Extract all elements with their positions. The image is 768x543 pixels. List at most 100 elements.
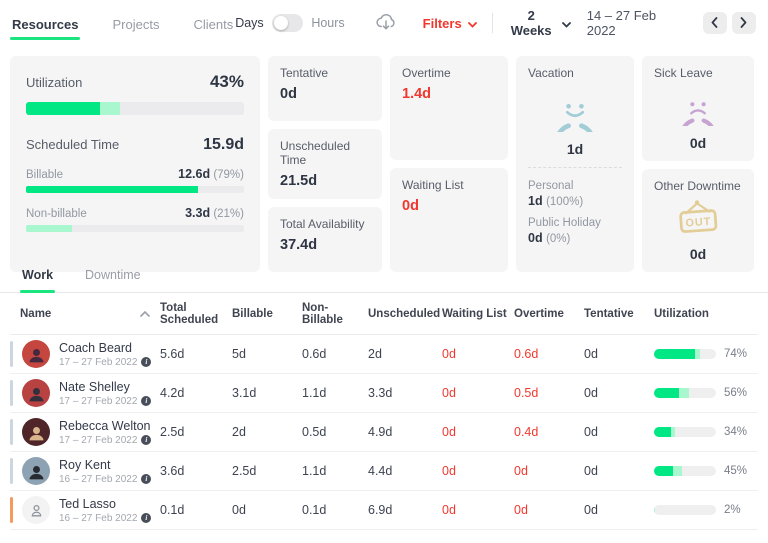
row-accent-bar bbox=[10, 458, 13, 484]
download-cloud-icon bbox=[373, 10, 399, 37]
column-billable[interactable]: Billable bbox=[232, 307, 273, 320]
info-icon[interactable] bbox=[141, 435, 152, 445]
tentative-value: 0d bbox=[584, 503, 598, 517]
waiting-list-value: 0d bbox=[442, 503, 456, 517]
table-row[interactable]: Roy Kent 16 – 27 Feb 2022 3.6d 2.5d 1.1d… bbox=[10, 452, 758, 491]
unscheduled-value: 4.4d bbox=[368, 464, 393, 478]
row-accent-bar bbox=[10, 419, 13, 445]
table-row[interactable]: Nate Shelley 17 – 27 Feb 2022 4.2d 3.1d … bbox=[10, 374, 758, 413]
tentative-value: 0d bbox=[280, 86, 297, 102]
tab-resources[interactable]: Resources bbox=[10, 2, 81, 44]
total-scheduled-value: 5.6d bbox=[160, 347, 185, 361]
main-nav-tabs: Resources Projects Clients bbox=[10, 2, 235, 44]
waiting-list-value: 0d bbox=[442, 347, 456, 361]
info-icon[interactable] bbox=[141, 357, 152, 367]
utilization-value: 74% bbox=[724, 348, 748, 360]
person-dates: 17 – 27 Feb 2022 bbox=[59, 395, 138, 407]
info-icon[interactable] bbox=[141, 396, 152, 406]
non-billable-pct: (21%) bbox=[213, 208, 244, 220]
sick-leave-value: 0d bbox=[689, 135, 707, 151]
overtime-value: 0d bbox=[514, 503, 528, 517]
tab-clients[interactable]: Clients bbox=[191, 2, 235, 44]
utilization-value: 56% bbox=[724, 387, 748, 399]
billable-pct: (79%) bbox=[213, 169, 244, 181]
utilization-bar bbox=[654, 388, 716, 398]
period-select[interactable]: 2 Weeks bbox=[508, 8, 571, 38]
utilization-value: 2% bbox=[724, 504, 741, 516]
sort-asc-icon[interactable] bbox=[140, 308, 150, 320]
unscheduled-time-label: Unscheduled Time bbox=[280, 139, 351, 167]
info-icon[interactable] bbox=[141, 513, 152, 523]
unscheduled-value: 6.9d bbox=[368, 503, 393, 517]
person-placeholder-icon bbox=[22, 496, 50, 524]
non-billable-value: 3.3d bbox=[185, 206, 211, 220]
non-billable-value: 1.1d bbox=[302, 464, 327, 478]
non-billable-bar bbox=[26, 225, 244, 232]
utilization-value: 45% bbox=[724, 465, 748, 477]
total-scheduled-value: 3.6d bbox=[160, 464, 185, 478]
alerts-column: Overtime 1.4d Waiting List 0d bbox=[390, 56, 508, 272]
tentative-value: 0d bbox=[584, 425, 598, 439]
total-scheduled-value: 4.2d bbox=[160, 386, 185, 400]
column-overtime[interactable]: Overtime bbox=[514, 307, 564, 320]
total-scheduled-value: 0.1d bbox=[160, 503, 185, 517]
column-total-scheduled[interactable]: Total Scheduled bbox=[160, 301, 219, 326]
billable-bar bbox=[26, 186, 244, 193]
tab-downtime[interactable]: Downtime bbox=[83, 260, 143, 292]
tab-projects[interactable]: Projects bbox=[110, 2, 161, 44]
row-accent-bar bbox=[10, 341, 13, 367]
table-row[interactable]: Ted Lasso 16 – 27 Feb 2022 0.1d 0d 0.1d … bbox=[10, 491, 758, 530]
waiting-list-label: Waiting List bbox=[402, 178, 464, 192]
hours-label: Hours bbox=[311, 16, 345, 30]
tentative-label: Tentative bbox=[280, 66, 329, 80]
column-utilization[interactable]: Utilization bbox=[654, 307, 709, 320]
overtime-value: 0.4d bbox=[514, 425, 539, 439]
unscheduled-value: 3.3d bbox=[368, 386, 393, 400]
overtime-value: 1.4d bbox=[402, 86, 432, 102]
utilization-label: Utilization bbox=[26, 75, 83, 90]
billable-label: Billable bbox=[26, 169, 64, 181]
total-availability-value: 37.4d bbox=[280, 237, 318, 253]
other-downtime-label: Other Downtime bbox=[654, 179, 741, 193]
table-header: Name Total Scheduled Billable Non-Billab… bbox=[10, 293, 758, 335]
toolbar: Days Hours Filters 2 Weeks bbox=[235, 8, 757, 38]
tab-work[interactable]: Work bbox=[20, 260, 56, 293]
waiting-list-card: Waiting List 0d bbox=[390, 168, 508, 272]
table-row[interactable]: Coach Beard 17 – 27 Feb 2022 5.6d 5d 0.6… bbox=[10, 335, 758, 374]
non-billable-value: 0.6d bbox=[302, 347, 327, 361]
billable-value: 2d bbox=[232, 425, 246, 439]
column-waiting-list[interactable]: Waiting List bbox=[442, 307, 507, 320]
total-scheduled-value: 2.5d bbox=[160, 425, 185, 439]
work-section: Work Downtime Name Total Scheduled Billa… bbox=[0, 260, 768, 530]
utilization-bar bbox=[654, 427, 716, 437]
out-sign-icon: OUT bbox=[672, 197, 724, 242]
availability-column: Tentative 0d Unscheduled Time 21.5d Tota… bbox=[268, 56, 382, 272]
avatar bbox=[22, 340, 50, 368]
days-hours-toggle[interactable] bbox=[271, 14, 304, 32]
column-non-billable[interactable]: Non-Billable bbox=[302, 301, 343, 326]
filters-label: Filters bbox=[422, 15, 462, 31]
waiting-list-value: 0d bbox=[442, 386, 456, 400]
utilization-value: 43% bbox=[209, 72, 244, 91]
column-name[interactable]: Name bbox=[10, 308, 160, 320]
person-name: Rebecca Welton bbox=[59, 418, 151, 433]
non-billable-label: Non-billable bbox=[26, 208, 87, 220]
filters-button[interactable]: Filters bbox=[423, 16, 477, 31]
table-row[interactable]: Rebecca Welton 17 – 27 Feb 2022 2.5d 2d … bbox=[10, 413, 758, 452]
export-button[interactable] bbox=[373, 10, 399, 37]
column-tentative[interactable]: Tentative bbox=[584, 307, 634, 320]
info-icon[interactable] bbox=[141, 474, 152, 484]
scheduled-time-label: Scheduled Time bbox=[26, 137, 120, 152]
column-unscheduled[interactable]: Unscheduled bbox=[368, 307, 441, 320]
prev-button[interactable] bbox=[702, 12, 727, 34]
person-name: Roy Kent bbox=[59, 457, 111, 472]
overtime-value: 0d bbox=[514, 464, 528, 478]
next-button[interactable] bbox=[731, 12, 757, 34]
utilization-bar bbox=[26, 102, 244, 115]
frown-icon bbox=[677, 84, 719, 155]
chevron-right-icon bbox=[740, 16, 747, 31]
overtime-value: 0.6d bbox=[514, 347, 539, 361]
billable-value: 5d bbox=[232, 347, 246, 361]
tentative-card: Tentative 0d bbox=[268, 56, 382, 121]
personal-value: 1d bbox=[528, 194, 543, 208]
